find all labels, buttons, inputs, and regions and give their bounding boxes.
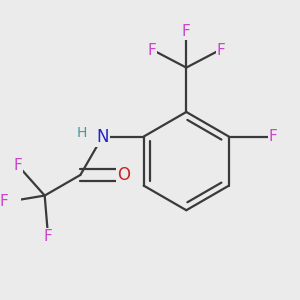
Text: H: H <box>77 126 87 140</box>
Text: N: N <box>96 128 109 146</box>
Text: F: F <box>217 43 226 58</box>
Text: O: O <box>118 166 130 184</box>
Text: F: F <box>182 24 191 39</box>
Text: F: F <box>44 229 52 244</box>
Text: F: F <box>269 129 278 144</box>
Text: F: F <box>147 43 156 58</box>
Text: F: F <box>0 194 8 209</box>
Text: F: F <box>14 158 22 173</box>
